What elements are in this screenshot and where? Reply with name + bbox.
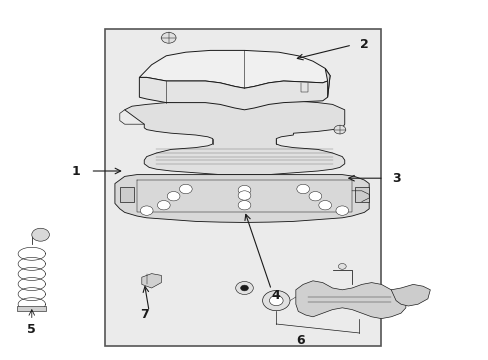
Circle shape [238, 191, 250, 200]
Polygon shape [142, 274, 161, 288]
Circle shape [333, 125, 345, 134]
Circle shape [269, 296, 283, 306]
Polygon shape [139, 76, 329, 110]
Circle shape [235, 282, 253, 294]
Bar [354, 187, 368, 202]
Text: 5: 5 [27, 323, 36, 336]
Polygon shape [390, 284, 429, 306]
Polygon shape [325, 68, 329, 97]
Circle shape [179, 184, 192, 194]
Circle shape [335, 206, 348, 215]
Circle shape [296, 184, 309, 194]
Text: 4: 4 [271, 289, 280, 302]
Text: 7: 7 [140, 309, 148, 321]
Text: 2: 2 [359, 38, 368, 51]
Text: 1: 1 [71, 165, 80, 177]
Circle shape [157, 201, 170, 210]
Polygon shape [124, 101, 344, 175]
Circle shape [318, 201, 331, 210]
Bar [120, 187, 134, 202]
Polygon shape [115, 175, 368, 222]
Circle shape [338, 264, 346, 269]
Circle shape [308, 192, 321, 201]
Polygon shape [139, 50, 329, 88]
Bar [105, 29, 381, 346]
Circle shape [238, 201, 250, 210]
Polygon shape [295, 281, 405, 319]
Circle shape [238, 185, 250, 195]
Circle shape [262, 291, 289, 311]
Circle shape [32, 228, 49, 241]
Text: 6: 6 [296, 334, 305, 347]
Polygon shape [17, 306, 46, 311]
Text: 3: 3 [391, 172, 400, 185]
Circle shape [140, 206, 153, 215]
Circle shape [240, 285, 248, 291]
Circle shape [167, 192, 180, 201]
Circle shape [161, 32, 176, 43]
